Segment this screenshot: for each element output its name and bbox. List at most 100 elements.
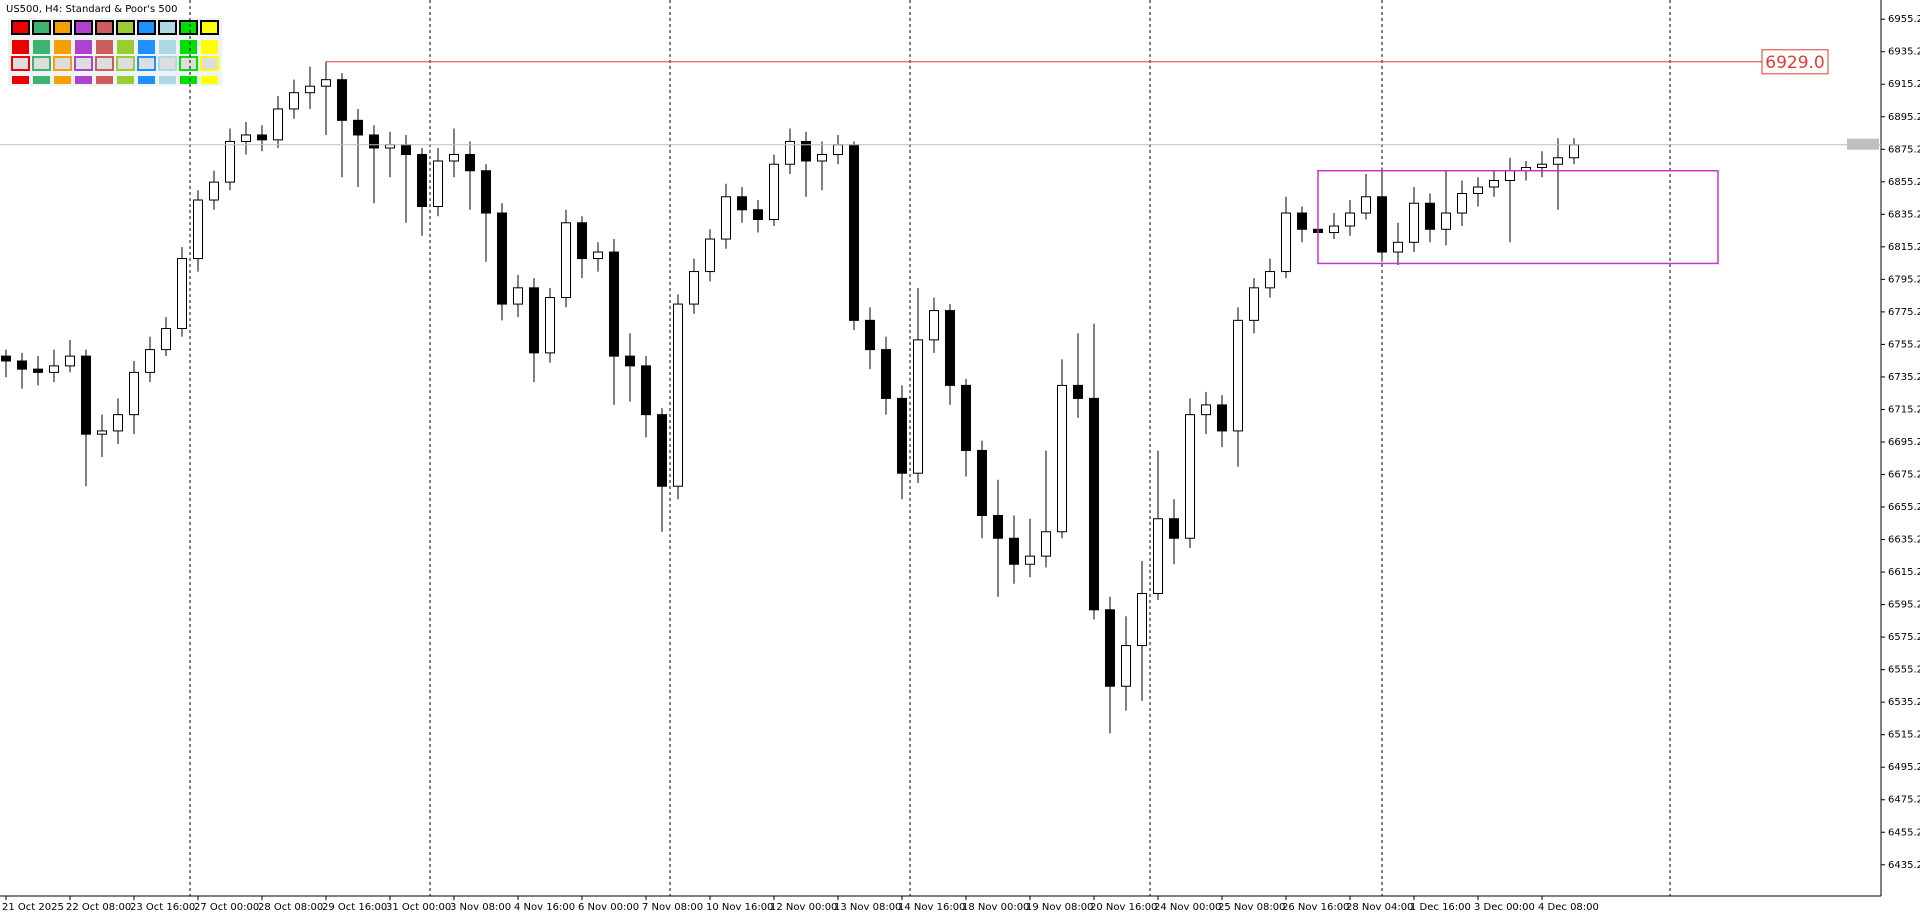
x-tick-label: 3 Nov 08:00 bbox=[450, 902, 511, 913]
swatch bbox=[32, 56, 51, 71]
candle-body bbox=[1153, 518, 1163, 595]
candle-body bbox=[1409, 202, 1419, 243]
candle-body bbox=[1185, 414, 1195, 539]
x-tick-label: 21 Oct 2025 bbox=[2, 902, 64, 913]
x-tick-label: 26 Nov 16:00 bbox=[1282, 902, 1349, 913]
swatch bbox=[179, 20, 198, 35]
swatch bbox=[54, 40, 71, 54]
candle-body bbox=[497, 212, 507, 305]
candle-body bbox=[721, 196, 731, 240]
candle-body bbox=[657, 414, 667, 487]
y-tick-label: 6775.2 bbox=[1888, 307, 1920, 318]
x-tick-label: 7 Nov 08:00 bbox=[642, 902, 703, 913]
y-tick-label: 6495.2 bbox=[1888, 762, 1920, 773]
candle-body bbox=[1457, 193, 1467, 214]
x-tick-label: 3 Dec 00:00 bbox=[1474, 902, 1535, 913]
candle-body bbox=[609, 251, 619, 357]
swatch bbox=[158, 20, 177, 35]
y-tick-label: 6535.2 bbox=[1888, 697, 1920, 708]
candle-body bbox=[1009, 537, 1019, 565]
swatch bbox=[116, 20, 135, 35]
candle-body bbox=[33, 368, 43, 373]
candle-body bbox=[161, 327, 171, 351]
y-tick-label: 6595.2 bbox=[1888, 600, 1920, 611]
swatch bbox=[137, 56, 156, 71]
candle-body bbox=[1377, 196, 1387, 253]
x-tick-label: 25 Nov 08:00 bbox=[1218, 902, 1285, 913]
x-tick-label: 22 Oct 08:00 bbox=[66, 902, 131, 913]
candle-body bbox=[1489, 180, 1499, 188]
candle-body bbox=[961, 384, 971, 451]
candle-body bbox=[1057, 384, 1067, 533]
candle-body bbox=[337, 79, 347, 121]
swatch bbox=[95, 56, 114, 71]
y-tick-label: 6475.2 bbox=[1888, 795, 1920, 806]
candle-body bbox=[1073, 384, 1083, 399]
candle-body bbox=[17, 360, 27, 370]
y-tick-label: 6735.2 bbox=[1888, 372, 1920, 383]
y-tick-label: 6635.2 bbox=[1888, 535, 1920, 546]
candle-body bbox=[273, 108, 283, 141]
candle-body bbox=[865, 319, 875, 351]
swatch bbox=[53, 56, 72, 71]
swatch bbox=[11, 20, 30, 35]
swatch bbox=[137, 20, 156, 35]
candle-body bbox=[1281, 212, 1291, 273]
swatch bbox=[201, 76, 218, 84]
x-tick-label: 19 Nov 08:00 bbox=[1026, 902, 1093, 913]
chart-title: US500, H4: Standard & Poor's 500 bbox=[6, 4, 177, 15]
candle-body bbox=[817, 153, 827, 162]
candle-body bbox=[977, 449, 987, 516]
color-palette[interactable] bbox=[8, 18, 222, 86]
swatch bbox=[96, 76, 113, 84]
candle-body bbox=[513, 287, 523, 305]
swatch bbox=[12, 76, 29, 84]
price-tag bbox=[1847, 138, 1879, 150]
candle-body bbox=[369, 134, 379, 149]
y-tick-label: 6955.2 bbox=[1888, 14, 1920, 25]
y-tick-label: 6915.2 bbox=[1888, 79, 1920, 90]
y-tick-label: 6715.2 bbox=[1888, 404, 1920, 415]
x-tick-label: 4 Nov 16:00 bbox=[514, 902, 575, 913]
x-tick-label: 14 Nov 16:00 bbox=[898, 902, 965, 913]
candle-body bbox=[1473, 186, 1483, 195]
candle-body bbox=[401, 144, 411, 155]
swatch bbox=[180, 76, 197, 84]
x-tick-label: 27 Oct 00:00 bbox=[194, 902, 259, 913]
swatch bbox=[117, 40, 134, 54]
candle-body bbox=[641, 365, 651, 416]
candle-body bbox=[529, 287, 539, 354]
candle-body bbox=[289, 92, 299, 110]
y-tick-label: 6875.2 bbox=[1888, 144, 1920, 155]
swatch bbox=[54, 76, 71, 84]
candle-body bbox=[321, 79, 331, 87]
x-tick-label: 18 Nov 00:00 bbox=[962, 902, 1029, 913]
candle-body bbox=[737, 196, 747, 211]
candle-body bbox=[913, 339, 923, 474]
swatch bbox=[12, 40, 29, 54]
y-tick-label: 6555.2 bbox=[1888, 665, 1920, 676]
candle-body bbox=[545, 297, 555, 354]
candle-body bbox=[1025, 555, 1035, 565]
candle-body bbox=[465, 153, 475, 172]
candle-body bbox=[705, 238, 715, 273]
candle-body bbox=[81, 355, 91, 435]
candle-body bbox=[65, 355, 75, 367]
candle-body bbox=[1265, 271, 1275, 289]
x-tick-label: 1 Dec 16:00 bbox=[1410, 902, 1471, 913]
level-label-box bbox=[1761, 49, 1829, 75]
y-tick-label: 6675.2 bbox=[1888, 470, 1920, 481]
candle-body bbox=[1089, 397, 1099, 611]
y-tick-label: 6935.2 bbox=[1888, 47, 1920, 58]
x-tick-label: 13 Nov 08:00 bbox=[834, 902, 901, 913]
y-tick-label: 6895.2 bbox=[1888, 112, 1920, 123]
x-tick-label: 31 Oct 00:00 bbox=[386, 902, 451, 913]
candle-body bbox=[1217, 404, 1227, 432]
candle-body bbox=[305, 85, 315, 94]
swatch bbox=[116, 56, 135, 71]
candle-body bbox=[417, 153, 427, 208]
candle-body bbox=[433, 160, 443, 208]
swatch bbox=[33, 76, 50, 84]
candle-body bbox=[1169, 518, 1179, 539]
